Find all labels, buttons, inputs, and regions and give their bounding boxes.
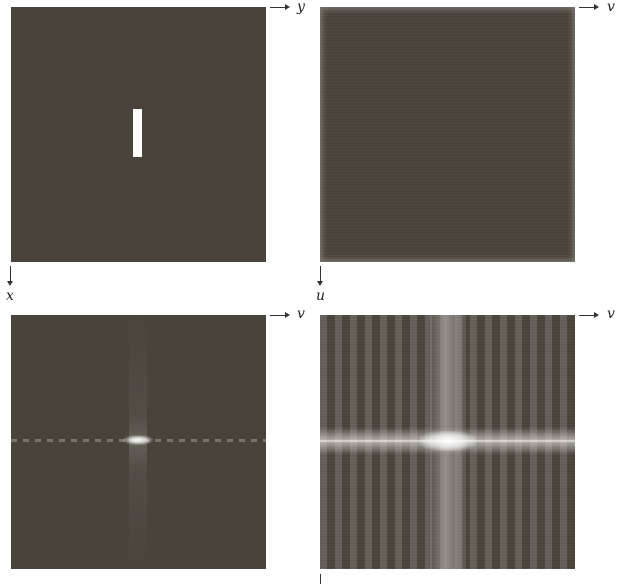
v-axis-arrow-icon <box>579 4 599 10</box>
centered-spectrum-panel <box>320 7 575 262</box>
spectrum-peak-panel <box>11 315 266 569</box>
v-axis-label: v <box>607 0 615 15</box>
log-spectrum-panel <box>320 315 575 569</box>
u-axis-arrow-icon <box>317 266 323 286</box>
log-spectrum-peak <box>420 431 476 451</box>
v-axis-arrow-icon <box>270 312 290 318</box>
v-axis-label: v <box>607 306 615 322</box>
spectrum-peak <box>123 435 153 445</box>
x-axis-arrow-icon <box>7 266 13 286</box>
v-axis-arrow-icon <box>579 312 599 318</box>
x-axis-label: x <box>6 288 14 304</box>
y-axis-arrow-icon <box>270 4 290 10</box>
spectrum-texture <box>320 7 575 262</box>
u-axis-tick <box>320 574 321 584</box>
y-axis-label: y <box>297 0 305 15</box>
v-axis-label: v <box>297 306 305 322</box>
white-rectangle <box>133 109 142 157</box>
u-axis-label: u <box>316 288 326 304</box>
spatial-image-panel <box>11 7 266 262</box>
